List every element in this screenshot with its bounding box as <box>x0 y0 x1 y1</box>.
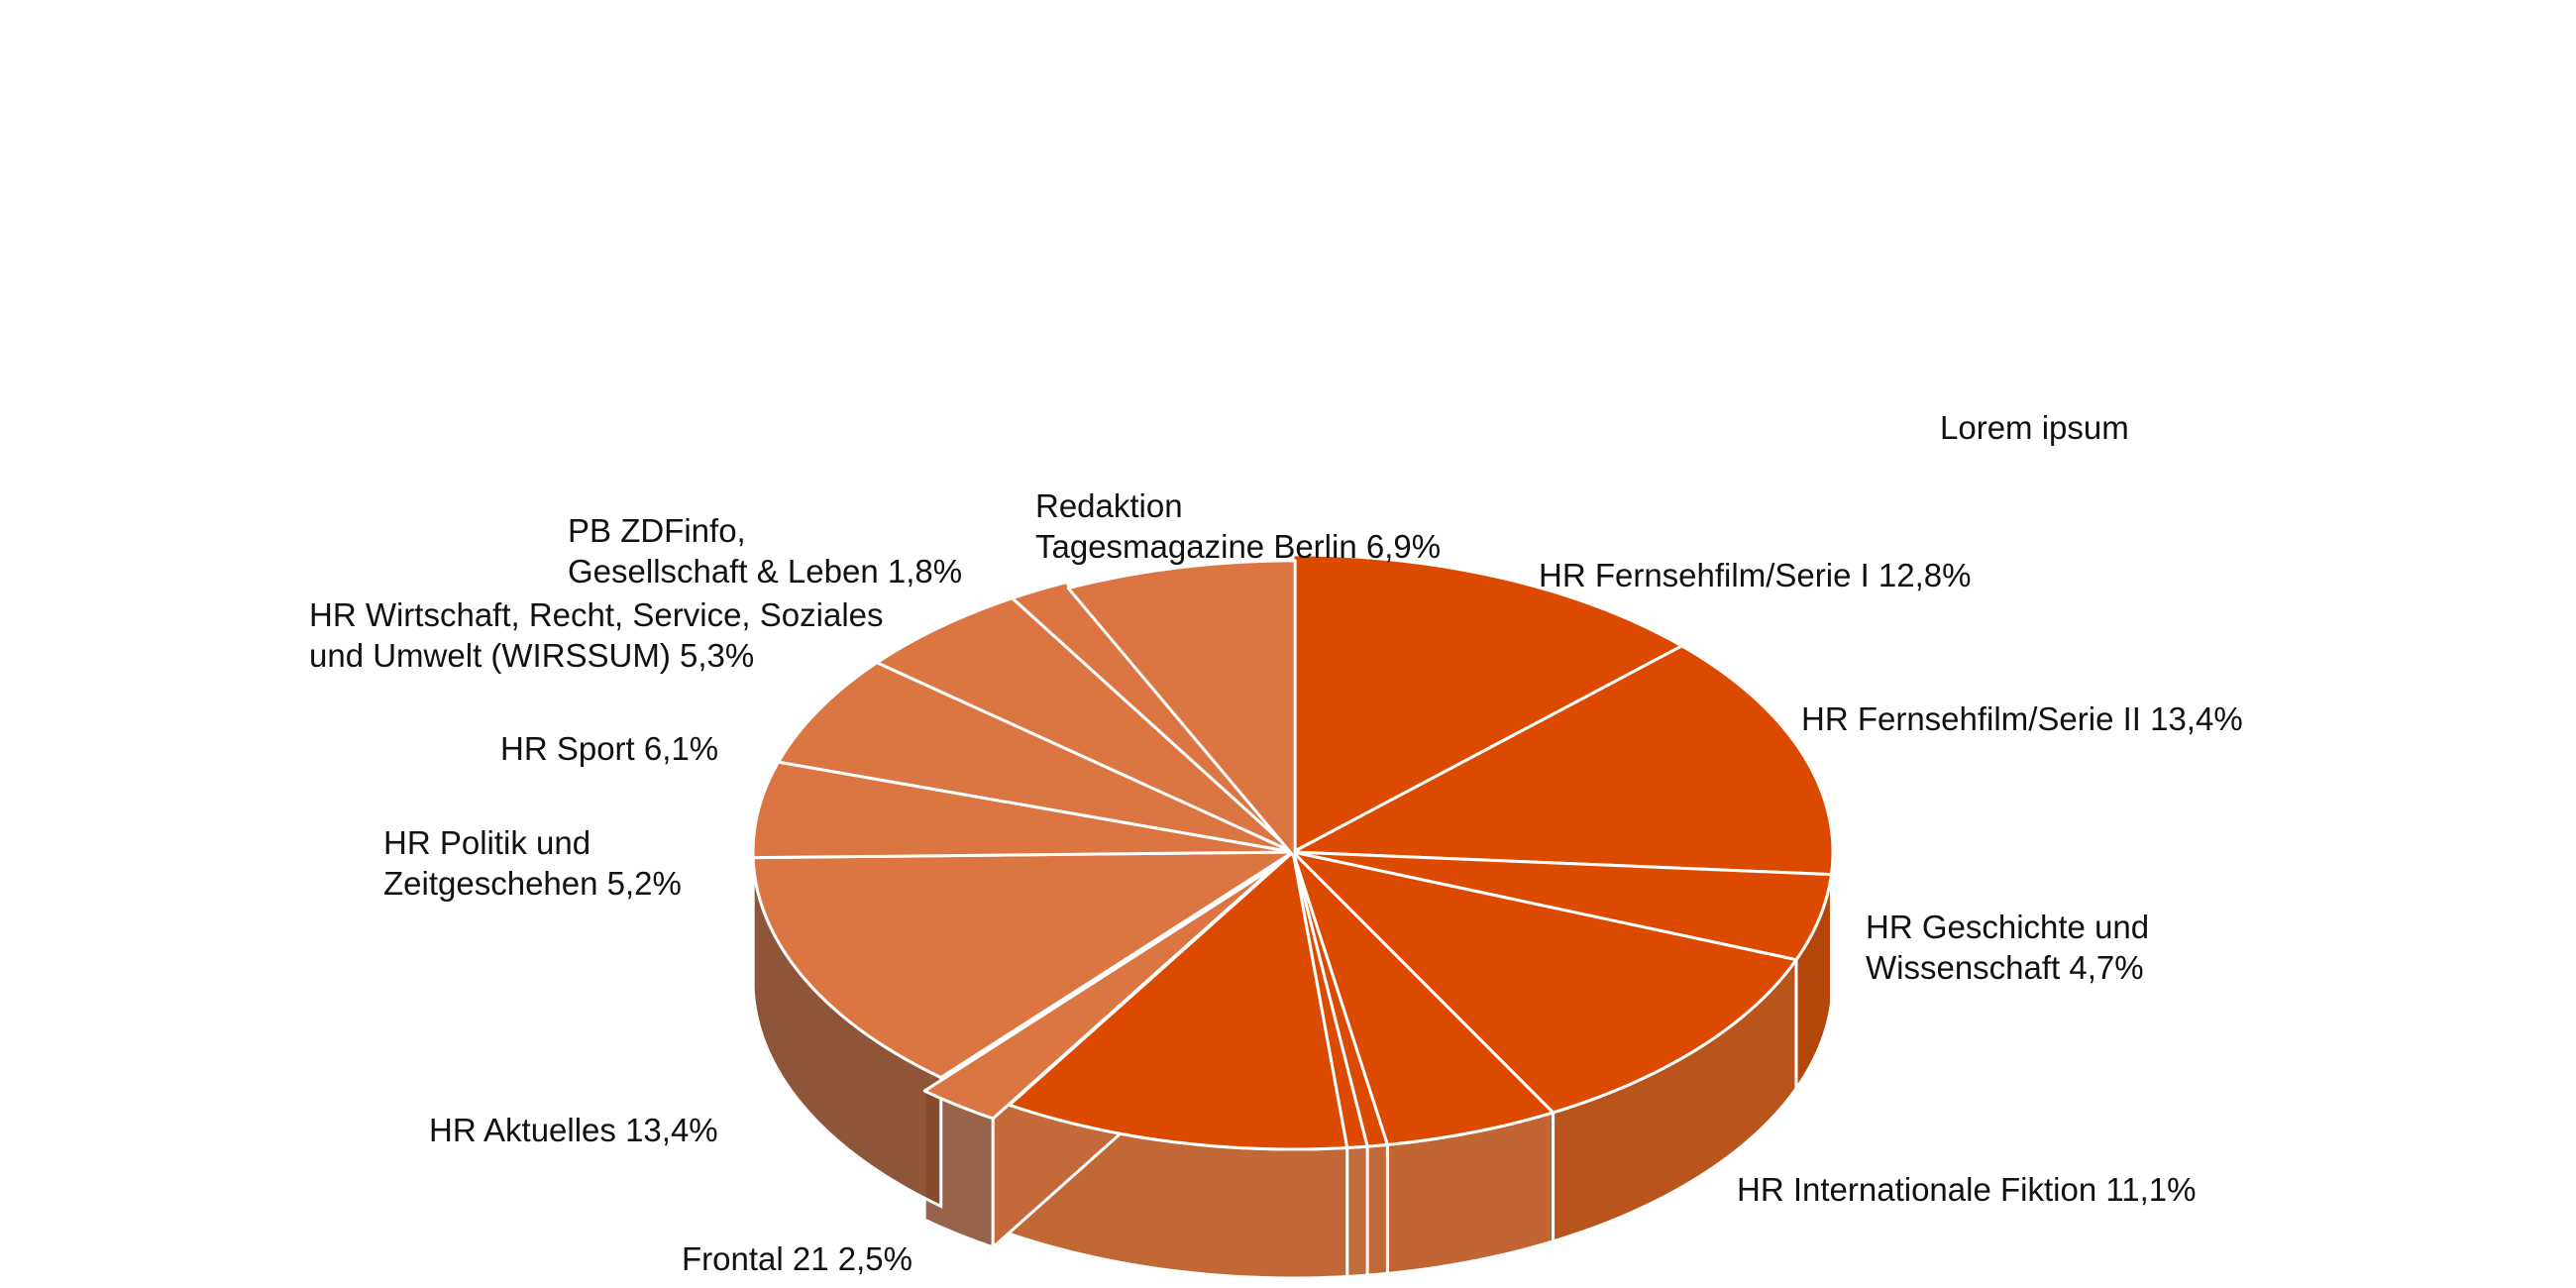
slice-label: HR Fernsehfilm/Serie I 12,8% <box>1539 555 1972 595</box>
pie-slice-side <box>1345 1144 1369 1279</box>
slice-label-line: Tagesmagazine Berlin 6,9% <box>1035 528 1442 565</box>
slice-label: HR Geschichte und Wissenschaft 4,7% <box>1866 907 2149 988</box>
pie-slice <box>922 864 1278 1121</box>
pie-slice <box>1011 581 1295 854</box>
chart-title: Lorem ipsum <box>1940 409 2129 446</box>
slice-label: PB ZDFinfo, Gesellschaft & Leben 1,8% <box>568 510 962 591</box>
slice-label-line: HR Sport 6,1% <box>500 730 719 767</box>
pie-slice <box>777 661 1295 854</box>
slice-label-line: Wissenschaft 4,7% <box>1866 949 2144 986</box>
slice-label: HR Sport 6,1% <box>500 728 718 769</box>
slice-label-line: Redaktion <box>1035 487 1183 524</box>
slice-label: Redaktion Tagesmagazine Berlin 6,9% <box>1035 485 1441 567</box>
slice-label-line: HR Internationale Fiktion 11,1% <box>1737 1171 2197 1208</box>
pie-slice <box>751 850 1295 1080</box>
slice-label-line: Gesellschaft & Leben 1,8% <box>568 553 963 590</box>
pie-slice <box>1291 850 1798 1115</box>
slice-label-line: Frontal 21 2,5% <box>682 1240 912 1277</box>
slice-label: HR Politik und Zeitgeschehen 5,2% <box>383 822 682 904</box>
pie-slice <box>1008 850 1349 1151</box>
slice-label: HR Internationale Fiktion 11,1% <box>1737 1169 2196 1210</box>
pie-slice <box>875 596 1295 854</box>
slice-label-line: HR Fernsehfilm/Serie II 13,4% <box>1801 700 2243 737</box>
slice-label-line: und Umwelt (WIRSSUM) 5,3% <box>309 637 755 674</box>
slice-label-line: PB ZDFinfo, <box>568 512 746 549</box>
slice-label-line: HR Fernsehfilm/Serie I 12,8% <box>1539 557 1972 593</box>
pie-slice-side <box>1365 1142 1389 1277</box>
pie-slice <box>1291 644 1835 877</box>
pie-slice <box>1291 553 1684 854</box>
pie-slice <box>1291 850 1833 962</box>
slice-label-line: Zeitgeschehen 5,2% <box>383 865 682 902</box>
slice-label: HR Aktuelles 13,4% <box>429 1110 718 1150</box>
slice-label: HR Wirtschaft, Recht, Service, Soziales u… <box>309 594 884 676</box>
pie-slice <box>1291 850 1369 1149</box>
slice-label: Frontal 21 2,5% <box>682 1238 912 1279</box>
pie-slice <box>751 760 1295 860</box>
slice-label-line: HR Aktuelles 13,4% <box>429 1112 718 1148</box>
pie-slice <box>1291 850 1556 1146</box>
slice-label: HR Fernsehfilm/Serie II 13,4% <box>1801 698 2243 739</box>
slice-label-line: HR Wirtschaft, Recht, Service, Soziales <box>309 596 884 633</box>
slice-label-line: HR Geschichte und <box>1866 909 2150 945</box>
slice-label-line: HR Politik und <box>383 824 591 861</box>
pie-slice <box>1291 850 1389 1148</box>
pie-slice <box>1066 559 1297 860</box>
